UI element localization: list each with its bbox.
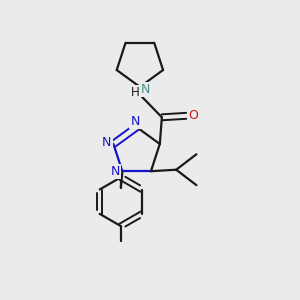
Text: O: O [188, 109, 198, 122]
Text: N: N [141, 83, 150, 96]
Text: N: N [130, 115, 140, 128]
Text: H: H [131, 86, 140, 99]
Text: N: N [102, 136, 112, 149]
Text: N: N [111, 165, 120, 178]
